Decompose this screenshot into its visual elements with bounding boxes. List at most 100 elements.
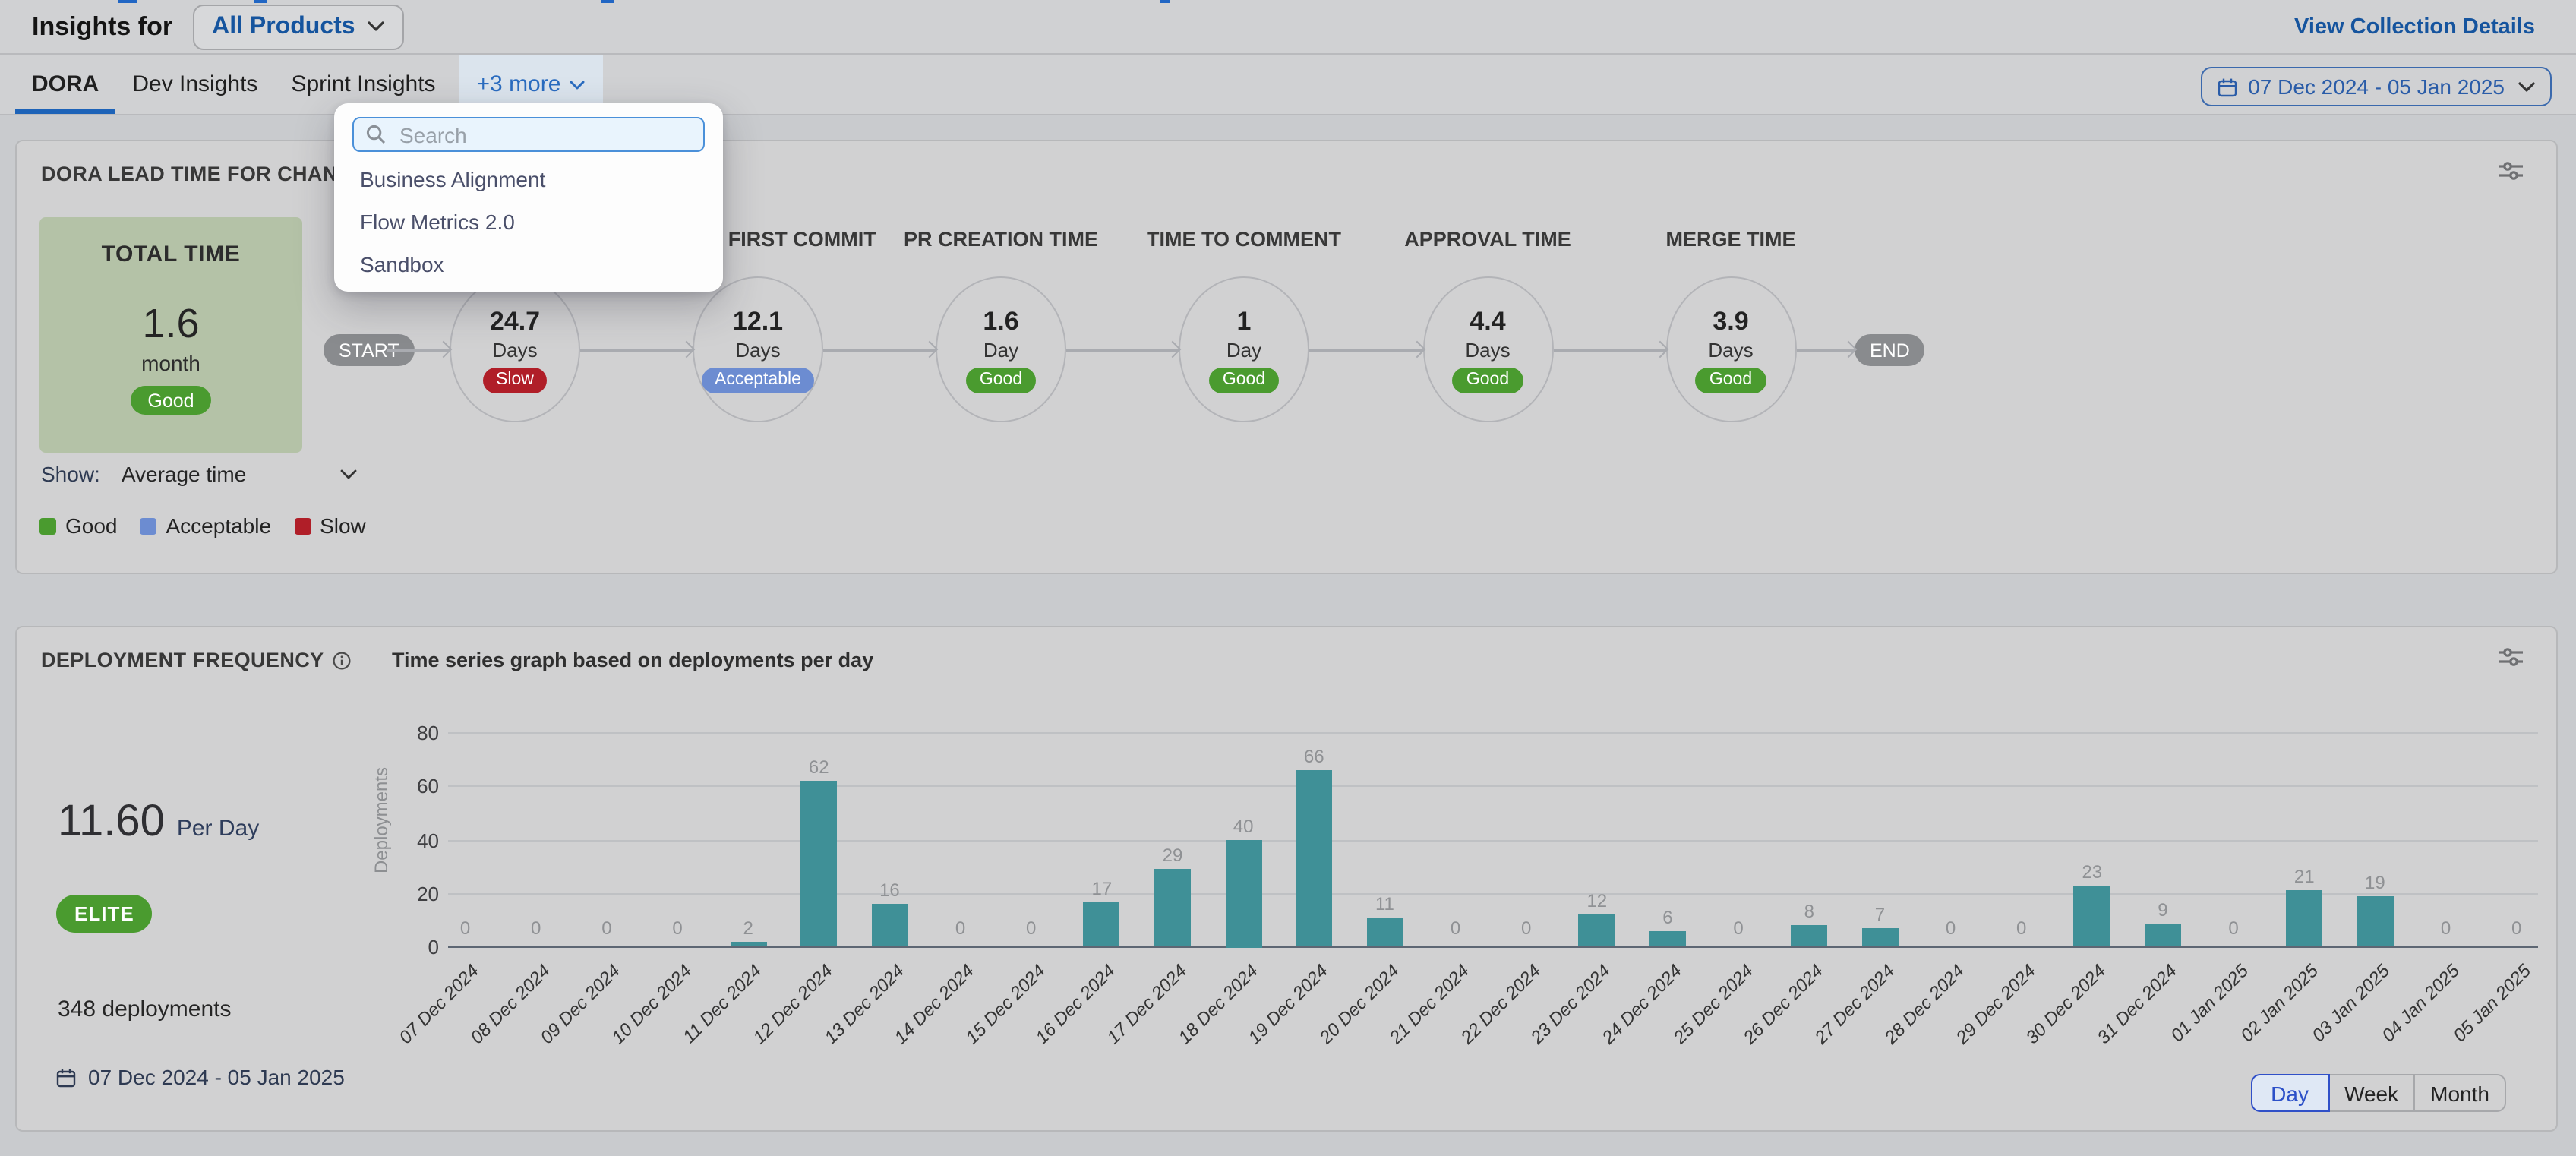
bar-13-Dec-2024[interactable] bbox=[871, 904, 908, 947]
deployments-bar-chart: Deployments 0 20 40 60 80 0 07 Dec 2024 0 08 Dec… bbox=[17, 627, 2556, 1130]
card-settings-sliders-icon[interactable] bbox=[2499, 161, 2523, 181]
y-tick-0: 0 bbox=[428, 936, 439, 959]
tab-dora[interactable]: DORA bbox=[15, 55, 116, 114]
show-label: Show: bbox=[41, 462, 100, 486]
granularity-month-button[interactable]: Month bbox=[2413, 1074, 2506, 1112]
bar-26-Dec-2024[interactable] bbox=[1791, 925, 1828, 947]
bar-value-label: 0 bbox=[2228, 917, 2239, 938]
flow-stage-merge-time: 3.9 Days Good bbox=[1665, 276, 1796, 422]
flow-arrow bbox=[580, 340, 696, 358]
granularity-week-button[interactable]: Week bbox=[2328, 1074, 2416, 1112]
bar-30-Dec-2024[interactable] bbox=[2073, 885, 2110, 947]
view-collection-details-link[interactable]: View Collection Details bbox=[2294, 15, 2535, 39]
info-icon[interactable] bbox=[333, 651, 352, 669]
y-tick-80: 80 bbox=[417, 722, 439, 744]
stage-value: 3.9 bbox=[1713, 306, 1749, 335]
deployment-rate: 11.60 Per Day bbox=[58, 798, 259, 848]
deployments-total: 348 deployments bbox=[58, 996, 232, 1022]
stage-value: 24.7 bbox=[489, 306, 541, 335]
dropdown-search-input[interactable] bbox=[396, 121, 691, 148]
bar-20-Dec-2024[interactable] bbox=[1366, 918, 1403, 947]
bar-02-Jan-2025[interactable] bbox=[2286, 890, 2323, 947]
stage-rating-badge: Slow bbox=[482, 367, 548, 393]
dropdown-menu-list: Business Alignment Flow Metrics 2.0 Sandbo… bbox=[334, 158, 723, 286]
bar-value-label: 19 bbox=[2365, 872, 2385, 893]
flow-stage-time-to-first-commit: 12.1 Days Acceptable bbox=[693, 276, 823, 422]
stage-value: 12.1 bbox=[732, 306, 784, 335]
stage-rating-badge: Acceptable bbox=[701, 367, 815, 393]
bar-03-Jan-2025[interactable] bbox=[2357, 896, 2394, 947]
chevron-down-icon bbox=[570, 80, 585, 89]
total-time-box: TOTAL TIME 1.6 month Good bbox=[39, 217, 302, 453]
gridline-80 bbox=[448, 732, 2538, 734]
total-time-rating-badge: Good bbox=[131, 386, 211, 415]
flow-end-pill: END bbox=[1855, 334, 1925, 366]
bar-value-label: 0 bbox=[955, 917, 966, 938]
bar-31-Dec-2024[interactable] bbox=[2144, 923, 2181, 947]
legend-swatch-acceptable bbox=[140, 517, 157, 534]
bar-value-label: 0 bbox=[2440, 917, 2451, 938]
bar-value-label: 0 bbox=[1521, 917, 1532, 938]
bar-12-Dec-2024[interactable] bbox=[800, 781, 838, 947]
bar-17-Dec-2024[interactable] bbox=[1154, 869, 1191, 947]
show-selector[interactable]: Show: Average time bbox=[41, 462, 357, 486]
bar-16-Dec-2024[interactable] bbox=[1083, 902, 1120, 947]
tab-sprint-insights[interactable]: Sprint Insights bbox=[291, 71, 436, 97]
stage-unit: Days bbox=[1465, 338, 1511, 361]
bar-value-label: 0 bbox=[2016, 917, 2027, 938]
more-tabs-label: +3 more bbox=[476, 71, 561, 97]
stage-unit: Days bbox=[492, 338, 538, 361]
dropdown-search-box[interactable] bbox=[352, 117, 705, 152]
bar-19-Dec-2024[interactable] bbox=[1296, 770, 1333, 947]
collection-selector-button[interactable]: All Products bbox=[192, 4, 404, 49]
stage-rating-badge: Good bbox=[1695, 367, 1766, 393]
bar-value-label: 29 bbox=[1162, 845, 1183, 867]
bar-value-label: 11 bbox=[1375, 893, 1394, 915]
bar-value-label: 17 bbox=[1091, 877, 1113, 899]
flow-stage-label: PR CREATION TIME bbox=[904, 228, 1098, 251]
bar-11-Dec-2024[interactable] bbox=[730, 941, 767, 947]
menu-item-sandbox[interactable]: Sandbox bbox=[360, 252, 444, 276]
bar-value-label: 62 bbox=[808, 756, 829, 779]
card-settings-sliders-icon[interactable] bbox=[2499, 647, 2523, 667]
bar-value-label: 2 bbox=[743, 917, 753, 939]
y-tick-60: 60 bbox=[417, 775, 439, 798]
bar-value-label: 6 bbox=[1662, 906, 1673, 928]
page-title: Insights for bbox=[32, 11, 173, 40]
bar-value-label: 40 bbox=[1233, 816, 1254, 837]
bar-value-label: 0 bbox=[672, 917, 683, 938]
y-tick-40: 40 bbox=[417, 829, 439, 851]
stage-value: 1.6 bbox=[983, 306, 1019, 335]
calendar-icon bbox=[56, 1067, 76, 1087]
clipped-link-fragment bbox=[118, 0, 137, 3]
menu-item-business-alignment[interactable]: Business Alignment bbox=[360, 167, 546, 191]
menu-item-flow-metrics-2-0[interactable]: Flow Metrics 2.0 bbox=[360, 210, 515, 234]
bar-value-label: 0 bbox=[601, 917, 612, 938]
bar-18-Dec-2024[interactable] bbox=[1225, 840, 1262, 947]
stage-unit: Day bbox=[983, 338, 1019, 361]
chart-subtitle: Time series graph based on deployments p… bbox=[392, 649, 874, 671]
bar-27-Dec-2024[interactable] bbox=[1861, 928, 1899, 947]
bar-24-Dec-2024[interactable] bbox=[1649, 930, 1686, 947]
chevron-down-icon bbox=[2518, 81, 2535, 92]
tab-dev-insights[interactable]: Dev Insights bbox=[132, 71, 258, 97]
date-range-picker[interactable]: 07 Dec 2024 - 05 Jan 2025 bbox=[2201, 67, 2552, 106]
bar-23-Dec-2024[interactable] bbox=[1578, 914, 1615, 947]
top-bar: Insights for All Products View Collectio… bbox=[0, 0, 2576, 55]
chevron-down-icon bbox=[367, 21, 384, 32]
arrow-head-icon bbox=[1839, 340, 1858, 358]
legend-item-good: Good bbox=[39, 513, 118, 538]
clipped-link-fragment bbox=[1160, 0, 1170, 3]
granularity-day-button[interactable]: Day bbox=[2250, 1074, 2330, 1112]
flow-stage-pr-creation-time: 1.6 Day Good bbox=[936, 276, 1066, 422]
deployment-frequency-card: DEPLOYMENT FREQUENCY Time series graph b… bbox=[15, 626, 2558, 1132]
flow-arrow bbox=[1553, 340, 1668, 358]
bar-value-label: 0 bbox=[1026, 917, 1037, 938]
bar-value-label: 12 bbox=[1586, 890, 1608, 912]
bar-value-label: 0 bbox=[459, 917, 471, 938]
rating-legend: Good Acceptable Slow bbox=[39, 513, 366, 538]
total-time-value: 1.6 bbox=[142, 301, 200, 346]
lead-time-flow: START END 24.7 Days Slow TIME TO FIRST COMM… bbox=[17, 141, 2556, 573]
tabs-list: DORA Dev Insights Sprint Insights bbox=[15, 55, 453, 114]
legend-label: Slow bbox=[320, 513, 366, 538]
